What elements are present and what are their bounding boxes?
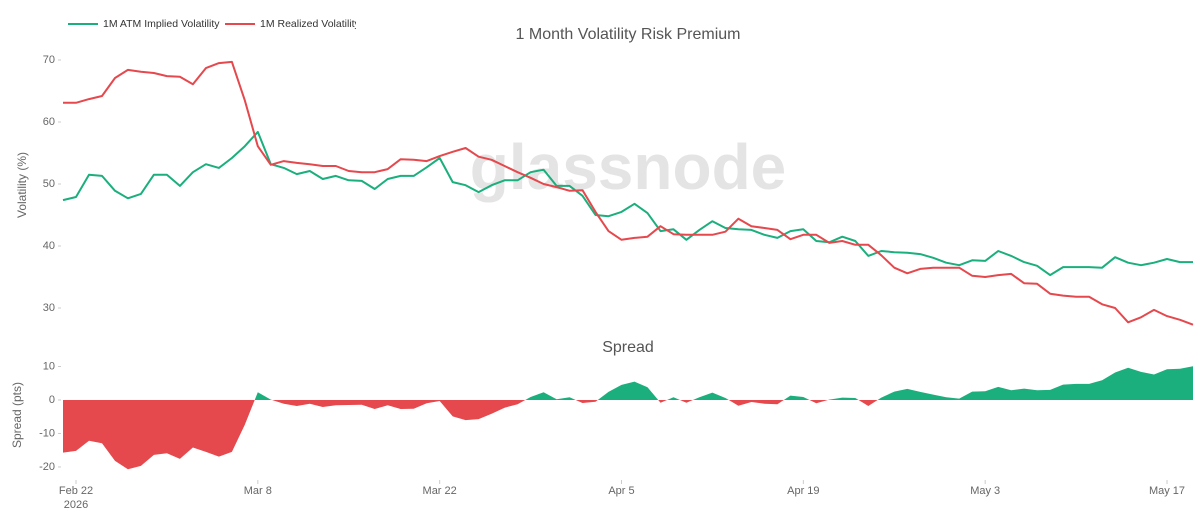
x-tick-year: 2026 — [64, 499, 88, 511]
x-tick-label: May 3 — [970, 485, 1000, 497]
y-tick-label: -10 — [39, 427, 55, 439]
legend: 1M ATM Implied Volatility 1M Realized Vol… — [68, 18, 361, 30]
y-tick-label: -20 — [39, 461, 55, 473]
chart-title: Spread — [602, 339, 654, 356]
area-positive — [254, 366, 1193, 400]
y-tick-label: 60 — [43, 116, 55, 128]
x-tick-label: Apr 5 — [608, 485, 634, 497]
y-tick-label: 40 — [43, 240, 55, 252]
y-axis-label: Volatility (%) — [15, 152, 29, 218]
x-tick-label: Feb 22 — [59, 485, 93, 497]
watermark: glassnode — [470, 131, 787, 203]
y-tick-label: 0 — [49, 394, 55, 406]
y-tick-label: 30 — [43, 302, 55, 314]
x-tick-label: May 17 — [1149, 485, 1185, 497]
y-tick-label: 10 — [43, 360, 55, 372]
x-tick-label: Apr 19 — [787, 485, 819, 497]
x-tick-label: Mar 22 — [423, 485, 457, 497]
legend-label: 1M Realized Volatility — [260, 18, 361, 30]
y-tick-label: 70 — [43, 54, 55, 66]
line-series — [62, 130, 1193, 277]
y-axis-label: Spread (pts) — [10, 382, 24, 448]
chart-title: 1 Month Volatility Risk Premium — [516, 26, 741, 43]
area-negative — [63, 399, 1193, 470]
y-tick-label: 50 — [43, 178, 55, 190]
x-tick-label: Mar 8 — [244, 485, 272, 497]
legend-label: 1M ATM Implied Volatility — [103, 18, 220, 30]
line-series — [63, 60, 1194, 326]
